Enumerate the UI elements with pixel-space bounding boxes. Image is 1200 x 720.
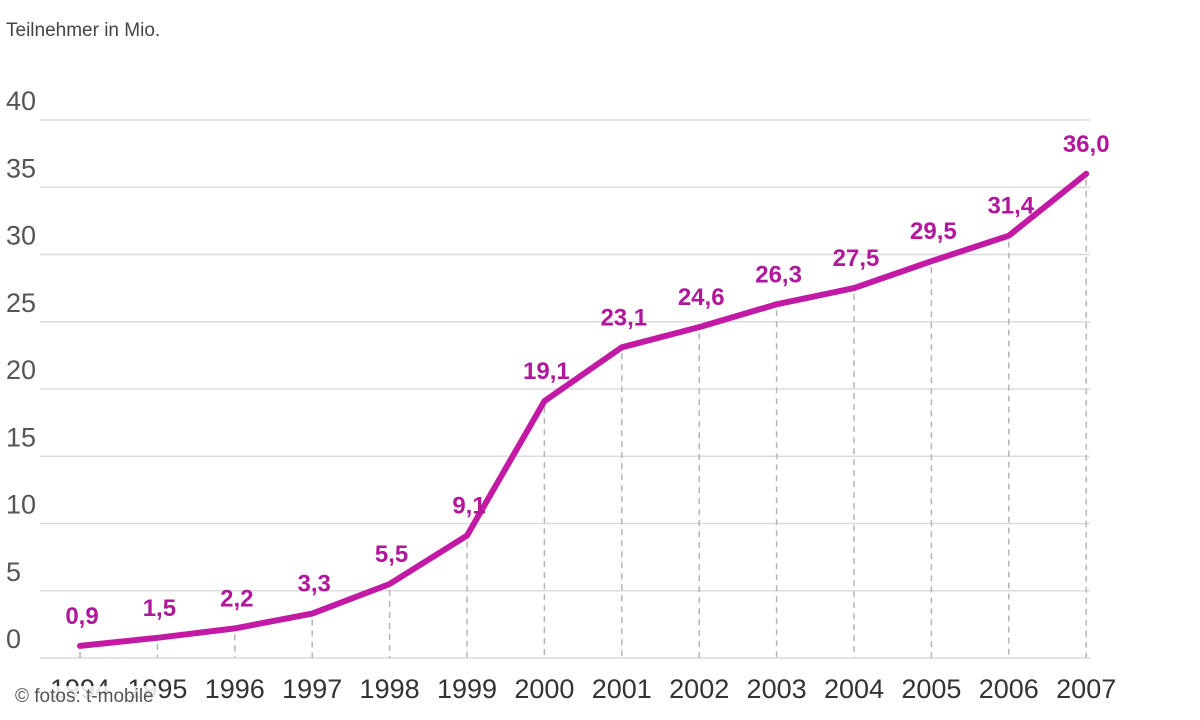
data-label: 26,3 <box>755 261 802 288</box>
y-tick-label: 10 <box>6 490 36 520</box>
x-tick-label: 2005 <box>901 674 961 704</box>
photo-credit: © fotos: t-mobile <box>12 686 157 708</box>
data-label: 36,0 <box>1063 131 1110 158</box>
data-label: 23,1 <box>600 304 647 331</box>
data-label: 31,4 <box>987 193 1034 220</box>
data-label: 19,1 <box>523 358 570 385</box>
data-label: 3,3 <box>298 571 331 598</box>
y-tick-label: 35 <box>6 153 36 183</box>
x-tick-label: 2003 <box>747 674 807 704</box>
y-tick-label: 15 <box>6 422 36 452</box>
y-tick-label: 25 <box>6 288 36 318</box>
y-axis-title: Teilnehmer in Mio. <box>6 20 161 41</box>
data-label: 9,1 <box>452 493 485 520</box>
x-tick-label: 2006 <box>979 674 1039 704</box>
x-tick-label: 1997 <box>282 674 342 704</box>
series-line <box>77 170 1090 649</box>
y-tick-label: 0 <box>6 624 21 654</box>
y-tick-label: 40 <box>6 86 36 116</box>
x-tick-label: 2004 <box>824 674 884 704</box>
y-tick-label: 30 <box>6 221 36 251</box>
data-label: 29,5 <box>910 218 957 245</box>
x-tick-label: 1999 <box>437 674 497 704</box>
y-tick-label: 20 <box>6 355 36 385</box>
x-tick-label: 2000 <box>514 674 574 704</box>
x-tick-label: 1998 <box>360 674 420 704</box>
x-tick-label: 2001 <box>592 674 652 704</box>
data-label: 1,5 <box>143 595 176 622</box>
x-tick-label: 2007 <box>1056 674 1116 704</box>
y-tick-label: 5 <box>6 557 21 587</box>
y-axis-ticks: 0 5 10 15 20 25 30 35 40 <box>6 86 36 654</box>
x-tick-label: 2002 <box>669 674 729 704</box>
data-labels: 0,9 1,5 2,2 3,3 5,5 9,1 19,1 23,1 24,6 26,3 27,5 29… <box>65 131 1109 630</box>
x-axis-ticks: 1994199519961997199819992000200120022003… <box>50 674 1116 704</box>
data-label: 5,5 <box>375 541 408 568</box>
x-tick-label: 1996 <box>205 674 265 704</box>
data-label: 0,9 <box>65 603 98 630</box>
data-label: 24,6 <box>678 284 725 311</box>
data-label: 27,5 <box>833 245 880 272</box>
drop-lines <box>79 179 1087 658</box>
data-label: 2,2 <box>220 585 253 612</box>
